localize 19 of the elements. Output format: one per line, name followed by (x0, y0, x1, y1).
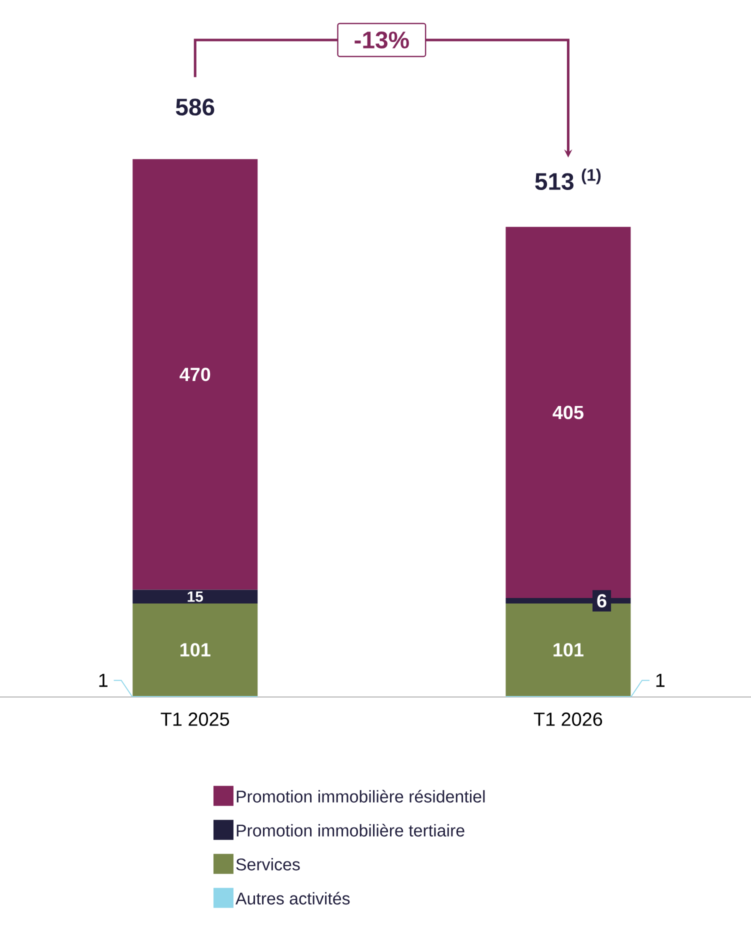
bar (132, 159, 258, 590)
data-label: 6 (597, 594, 606, 608)
data-label: 1 (99, 674, 108, 687)
legend-label: Promotion immobilière tertiaire (236, 824, 464, 837)
data-label: 101 (180, 643, 210, 657)
data-label: 1 (656, 674, 665, 687)
x-tick-label: T1 2026 (534, 712, 602, 726)
data-label: 405 (552, 406, 584, 420)
data-label: 101 (554, 643, 584, 657)
total-label: 513 $^{(1)}$ (535, 168, 601, 190)
bar (132, 604, 258, 696)
total-label: 586 (176, 98, 214, 116)
data-label: 15 (188, 591, 204, 602)
legend-label: Services (236, 858, 300, 870)
data-label: 470 (180, 368, 210, 382)
legend-label: Promotion immobilière résidentiel (236, 790, 485, 803)
text: -13% (354, 32, 409, 48)
legend-label: Autres activités (235, 892, 350, 905)
x-tick-label: T1 2025 (160, 712, 230, 726)
